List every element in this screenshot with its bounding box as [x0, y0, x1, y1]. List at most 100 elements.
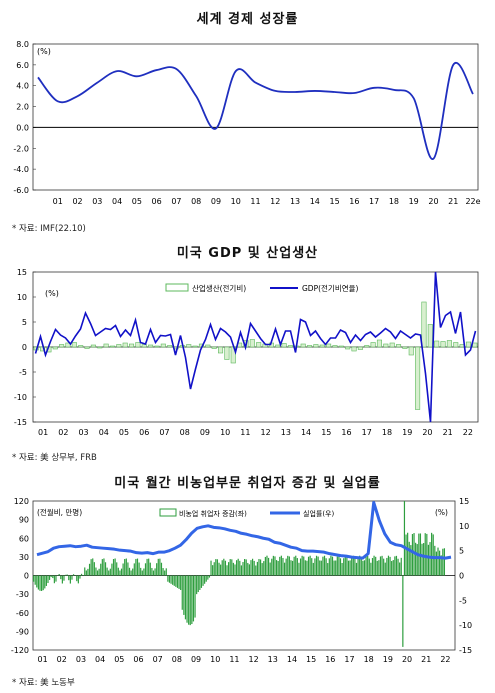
- chart1-xtick-label: 21: [448, 197, 458, 206]
- chart3-bar: [248, 564, 250, 576]
- chart3-bar: [87, 568, 89, 576]
- chart3-bar: [299, 558, 302, 576]
- chart2-bar: [192, 345, 198, 348]
- chart3-bar: [351, 556, 353, 576]
- chart3-bar: [320, 560, 322, 576]
- chart1-xtick-label: 02: [72, 197, 82, 206]
- chart3-bar: [120, 568, 123, 576]
- chart1-unit-label: (%): [37, 47, 51, 56]
- chart3-bar: [45, 575, 47, 586]
- chart3-bar: [328, 558, 330, 576]
- chart1-xtick-label: 08: [191, 197, 201, 206]
- chart3-bar: [247, 562, 249, 576]
- chart2-bar: [287, 345, 293, 348]
- chart3-bar: [84, 567, 86, 576]
- chart3-bar: [386, 557, 388, 576]
- chart2-xtick-label: 10: [220, 428, 230, 437]
- chart3-bar: [236, 560, 238, 576]
- chart3-us-payrolls-unemployment: 120 90 60 30 0 -30 -60 -90 -120 15 10 5 0 -5 -10 -15 (전월…: [11, 497, 472, 664]
- chart3-xtick-label: 14: [287, 655, 297, 664]
- chart3-bar: [255, 565, 257, 576]
- chart3-bar: [232, 562, 235, 576]
- chart2-legend-bar-label: 산업생산(전기비): [192, 283, 246, 293]
- chart1-xtick-label: 17: [369, 197, 379, 206]
- chart2-bar: [465, 341, 471, 348]
- chart3-xtick-label: 22: [440, 655, 450, 664]
- chart3-bar: [133, 563, 135, 576]
- chart3-ytick-left-label: 30: [19, 553, 29, 562]
- chart3-bar: [250, 560, 252, 576]
- chart1-ytick-label: 0.0: [16, 123, 29, 132]
- chart2-us-gdp-industrial: 15 10 5 0 -5 -10 -15 (%) 01 02 03 04 05 06 07 08 09 10 11 1…: [14, 268, 479, 437]
- chart3-bar: [415, 542, 417, 576]
- chart3-bar: [435, 551, 438, 576]
- chart3-bar: [285, 558, 287, 576]
- chart2-xtick-label: 12: [261, 428, 271, 437]
- chart2-xtick-label: 11: [240, 428, 250, 437]
- chart3-bar: [275, 560, 278, 576]
- chart3-bar: [333, 560, 335, 576]
- chart3-bar: [378, 560, 380, 576]
- chart3-bar: [290, 560, 292, 576]
- chart3-bar: [37, 575, 39, 590]
- chart3-xtick-label: 03: [76, 655, 86, 664]
- chart3-bar: [136, 558, 139, 576]
- chart3-bar: [323, 555, 326, 576]
- chart3-bar: [184, 575, 187, 620]
- chart3-bar: [375, 556, 377, 576]
- chart2-ytick-label: 10: [17, 293, 27, 302]
- chart2-bar: [357, 346, 363, 350]
- chart3-legend-bar-label: 비농업 취업자 증감(좌): [179, 509, 247, 518]
- chart3-bar: [416, 544, 418, 576]
- chart2-xtick-label: 02: [58, 428, 68, 437]
- chart2-ytick-label: 5: [22, 318, 27, 327]
- chart3-bar: [175, 575, 177, 587]
- chart3-bar: [423, 543, 425, 576]
- chart2-bar: [370, 342, 376, 348]
- chart3-bar: [346, 556, 348, 576]
- chart2-ytick-label: -10: [14, 393, 27, 402]
- chart3-xtick-label: 04: [95, 655, 105, 664]
- chart3-bar: [384, 562, 386, 576]
- chart3-bar: [124, 558, 126, 576]
- chart2-bar: [345, 346, 351, 350]
- chart3-bar: [221, 560, 223, 576]
- chart3-bar: [64, 574, 67, 576]
- chart1-xtick-label: 20: [428, 197, 438, 206]
- chart3-bar: [355, 562, 358, 576]
- chart3-bar: [223, 558, 225, 576]
- chart2-bar: [167, 345, 173, 348]
- chart3-bar: [215, 559, 217, 576]
- chart3-bar: [335, 560, 337, 576]
- chart3-bar: [61, 575, 63, 584]
- chart2-bar: [97, 346, 103, 349]
- chart3-xtick-label: 20: [402, 655, 412, 664]
- chart3-bar: [410, 545, 412, 576]
- chart2-bar: [421, 301, 427, 348]
- chart3-bar: [103, 558, 105, 576]
- chart3-bar: [331, 556, 334, 576]
- chart2-bar: [396, 344, 402, 348]
- chart3-bar: [407, 532, 409, 576]
- chart2-title: 미국 GDP 및 산업생산: [176, 246, 319, 261]
- chart2-bar: [103, 343, 109, 348]
- chart3-bar: [176, 575, 179, 588]
- chart2-xtick-label: 07: [159, 428, 169, 437]
- chart3-bar: [194, 575, 196, 618]
- chart2-bar: [205, 344, 211, 348]
- chart1-xtick-label: 18: [389, 197, 399, 206]
- chart2-ytick-label: 0: [22, 343, 27, 352]
- chart3-bar: [68, 575, 70, 581]
- chart3-bar: [272, 555, 274, 576]
- chart3-bar: [432, 534, 434, 576]
- chart3-ytick-right-label: 15: [459, 497, 469, 506]
- chart3-bar: [325, 558, 327, 576]
- chart2-ytick-label: -5: [19, 368, 27, 377]
- chart3-bar: [122, 563, 124, 576]
- chart3-bar: [170, 575, 172, 584]
- chart3-xtick-label: 11: [229, 655, 239, 664]
- chart3-bar: [192, 575, 195, 622]
- chart1-xtick-label: 01: [53, 197, 63, 206]
- chart3-bar: [212, 565, 214, 576]
- chart3-bar: [228, 562, 230, 576]
